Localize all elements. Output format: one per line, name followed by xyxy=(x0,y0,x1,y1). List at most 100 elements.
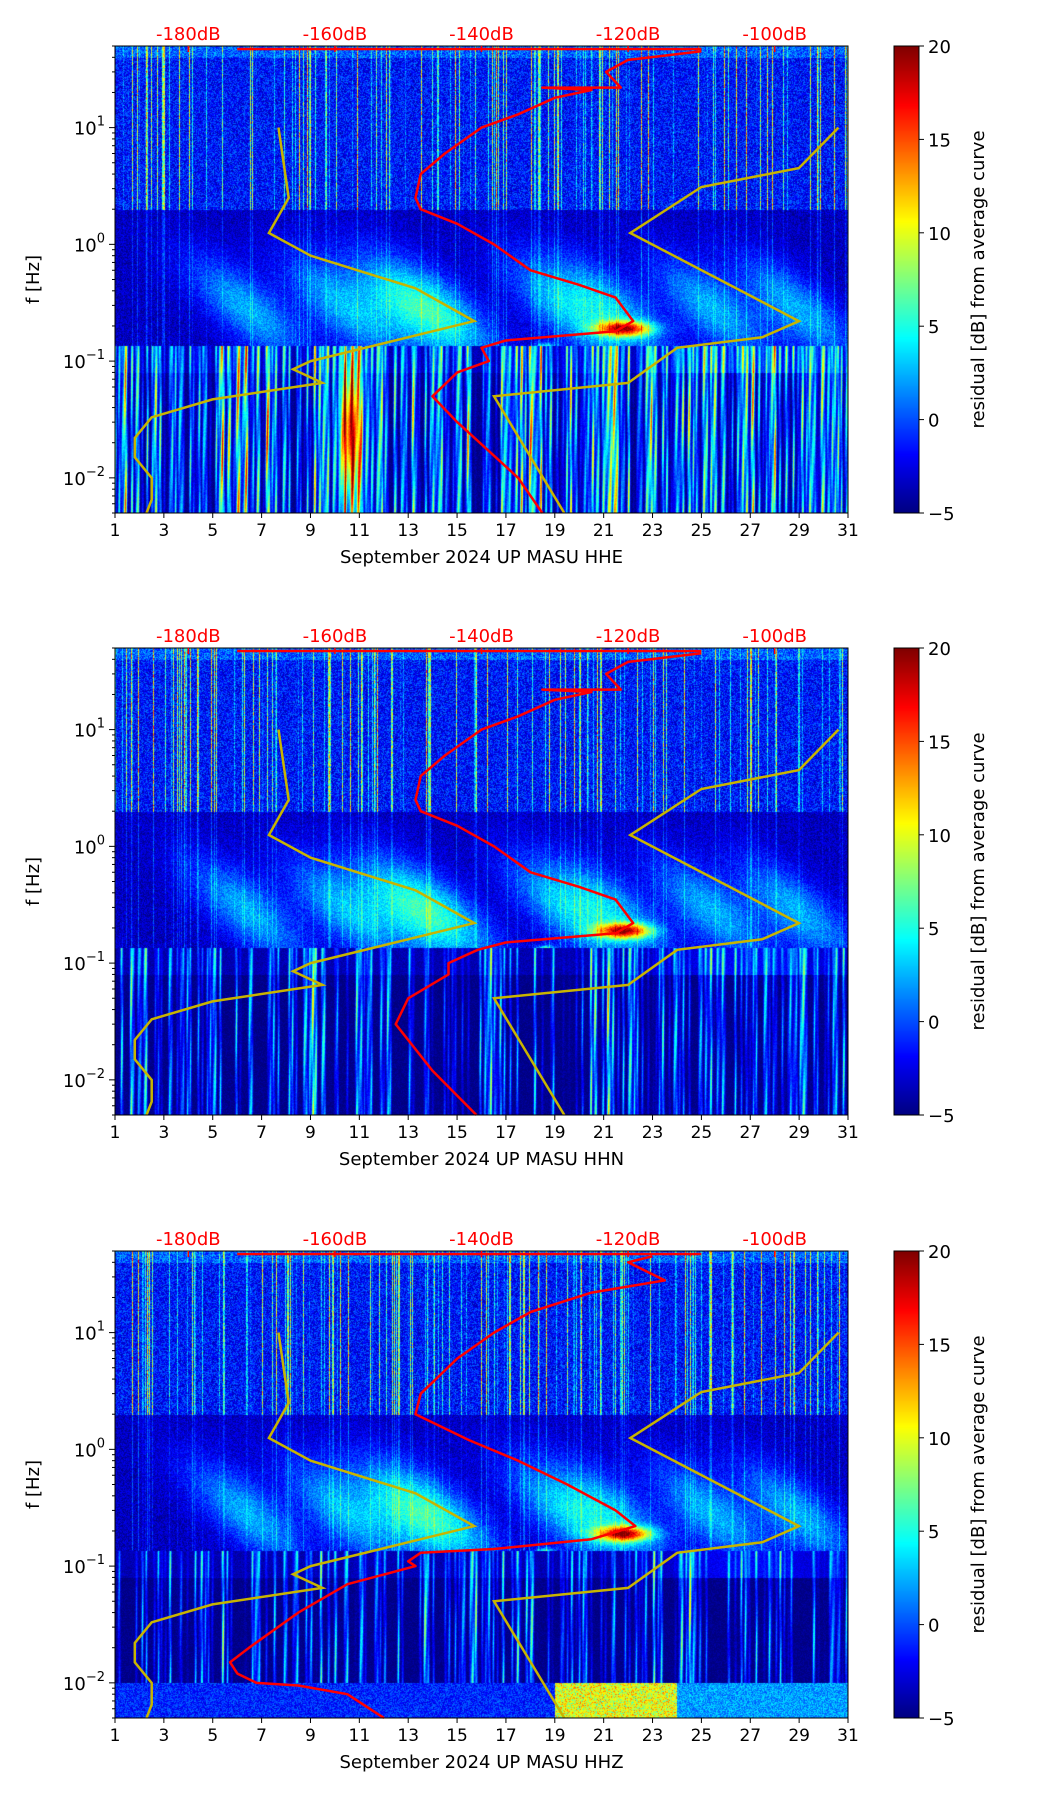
x-tick-label: 3 xyxy=(158,521,169,541)
y-tick-label: 101 xyxy=(74,115,105,140)
x-tick-label: 29 xyxy=(788,521,810,541)
top-db-label: -140dB xyxy=(449,1229,514,1250)
x-tick-label: 13 xyxy=(397,1123,419,1143)
top-db-label: -100dB xyxy=(742,24,807,45)
y-tick-base: 10 xyxy=(74,1440,97,1461)
y-tick-exponent: 1 xyxy=(97,1320,105,1335)
y-tick-base: 10 xyxy=(74,119,97,140)
colorbar-label: residual [dB] from average curve xyxy=(968,1335,989,1633)
colorbar-tick-label: 5 xyxy=(928,1522,939,1543)
y-axis-label: f [Hz] xyxy=(23,857,44,906)
colorbar-hhe xyxy=(894,46,919,513)
colorbar-tick-label: 20 xyxy=(928,1242,951,1263)
high-noise-model-curve xyxy=(491,728,840,1116)
y-tick-exponent: −1 xyxy=(86,1553,105,1568)
x-tick-label: 27 xyxy=(739,521,761,541)
average-psd-curve xyxy=(394,652,702,1116)
colorbar-tick-label: 20 xyxy=(928,37,951,58)
top-db-label: -180dB xyxy=(156,626,221,647)
x-tick-label: 25 xyxy=(691,1726,713,1746)
y-tick-label: 100 xyxy=(74,1436,105,1461)
x-tick-label: 7 xyxy=(256,521,267,541)
low-noise-model-curve xyxy=(133,127,478,514)
y-tick-label: 100 xyxy=(74,231,105,256)
y-tick-exponent: −2 xyxy=(86,1670,105,1685)
top-db-label: -180dB xyxy=(156,24,221,45)
colorbar-label: residual [dB] from average curve xyxy=(968,732,989,1030)
y-tick-label: 10−2 xyxy=(63,1067,105,1092)
colorbar-tick-label: 5 xyxy=(928,919,939,940)
low-noise-model-curve xyxy=(133,1332,478,1719)
top-db-label: -120dB xyxy=(596,1229,661,1250)
colorbar-tick-label: 15 xyxy=(928,130,951,151)
y-tick-exponent: 0 xyxy=(97,833,105,848)
x-tick-label: 5 xyxy=(207,521,218,541)
x-tick-label: 29 xyxy=(788,1726,810,1746)
y-tick-label: 101 xyxy=(74,717,105,742)
average-psd-curve xyxy=(228,1255,667,1720)
colorbar-tick-label: 20 xyxy=(928,639,951,660)
x-tick-label: 27 xyxy=(739,1123,761,1143)
spectrogram-hhz xyxy=(115,1251,848,1718)
y-tick-label: 10−1 xyxy=(63,950,105,975)
x-tick-label: 1 xyxy=(110,1726,121,1746)
top-db-label: -160dB xyxy=(303,1229,368,1250)
y-axis-label: f [Hz] xyxy=(23,255,44,304)
y-tick-base: 10 xyxy=(63,1557,86,1578)
top-db-label: -140dB xyxy=(449,24,514,45)
x-tick-label: 17 xyxy=(495,1123,517,1143)
y-tick-label: 10−2 xyxy=(63,1670,105,1695)
colorbar-tick-label: 15 xyxy=(928,732,951,753)
x-tick-label: 17 xyxy=(495,1726,517,1746)
x-tick-label: 1 xyxy=(110,521,121,541)
y-tick-label: 10−1 xyxy=(63,1553,105,1578)
x-tick-label: 23 xyxy=(642,521,664,541)
x-axis-label: September 2024 UP MASU HHE xyxy=(340,547,623,568)
colorbar-hhz xyxy=(894,1251,919,1718)
x-tick-label: 21 xyxy=(593,1123,615,1143)
colorbar-tick-label: 0 xyxy=(928,411,939,432)
x-axis-label: September 2024 UP MASU HHN xyxy=(339,1149,624,1170)
y-tick-base: 10 xyxy=(74,235,97,256)
colorbar-frame xyxy=(893,1250,920,1719)
x-tick-label: 11 xyxy=(349,521,371,541)
y-tick-base: 10 xyxy=(63,469,86,490)
colorbar-tick-label: 10 xyxy=(928,826,951,847)
x-tick-label: 11 xyxy=(349,1123,371,1143)
colorbar-tick-label: −5 xyxy=(928,1709,955,1730)
x-tick-label: 1 xyxy=(110,1123,121,1143)
plot-frame xyxy=(114,647,849,1116)
top-db-label: -160dB xyxy=(303,24,368,45)
x-tick-label: 19 xyxy=(544,1123,566,1143)
colorbar-tick-label: 10 xyxy=(928,224,951,245)
colorbar-tick-label: −5 xyxy=(928,1106,955,1127)
x-tick-label: 25 xyxy=(691,1123,713,1143)
spectrogram-hhn xyxy=(115,648,848,1115)
plot-frame xyxy=(114,1250,849,1719)
y-tick-exponent: −2 xyxy=(86,1067,105,1082)
x-tick-label: 9 xyxy=(305,1726,316,1746)
x-axis-label: September 2024 UP MASU HHZ xyxy=(339,1752,623,1773)
colorbar-frame xyxy=(893,647,920,1116)
x-tick-label: 31 xyxy=(837,1123,859,1143)
x-tick-label: 9 xyxy=(305,1123,316,1143)
x-tick-label: 15 xyxy=(446,1123,468,1143)
high-noise-model-curve xyxy=(491,1331,840,1719)
top-db-label: -140dB xyxy=(449,626,514,647)
y-tick-exponent: 0 xyxy=(97,231,105,246)
x-tick-label: 23 xyxy=(642,1123,664,1143)
x-tick-label: 29 xyxy=(788,1123,810,1143)
x-tick-label: 13 xyxy=(397,1726,419,1746)
colorbar-frame xyxy=(893,45,920,514)
y-tick-base: 10 xyxy=(74,721,97,742)
x-tick-label: 27 xyxy=(739,1726,761,1746)
y-axis-label: f [Hz] xyxy=(23,1460,44,1509)
colorbar-tick-label: 0 xyxy=(928,1616,939,1637)
y-tick-base: 10 xyxy=(63,954,86,975)
spectrogram-hhe xyxy=(115,46,848,513)
x-tick-label: 11 xyxy=(349,1726,371,1746)
